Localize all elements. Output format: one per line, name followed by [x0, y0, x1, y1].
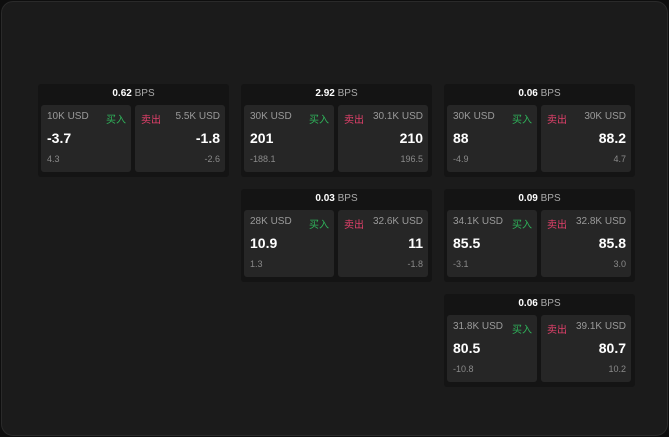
buy-label: 买入 [309, 115, 329, 126]
buy-size: 34.1K USD [453, 216, 504, 227]
spread-value: 0.06 [518, 88, 538, 99]
buy-change: -10.8 [453, 364, 474, 374]
buy-panel[interactable]: 30K USD 买入 201 -188.1 [244, 105, 334, 172]
buy-label: 买入 [512, 220, 532, 231]
quote-card: 0.09 BPS 34.1K USD 买入 85.5 -3.1 卖出 32.8K U… [444, 189, 635, 282]
buy-change: 1.3 [250, 259, 263, 269]
sell-size: 30.1K USD [372, 111, 423, 122]
buy-panel[interactable]: 10K USD 买入 -3.7 4.3 [41, 105, 131, 172]
sell-price: -1.8 [195, 130, 220, 146]
sell-size: 30K USD [584, 111, 626, 122]
sell-label: 卖出 [547, 115, 567, 126]
spread-value: 0.62 [112, 88, 132, 99]
sell-label: 卖出 [547, 325, 567, 336]
sell-change: -2.6 [204, 154, 220, 164]
quote-card: 0.06 BPS 30K USD 买入 88 -4.9 卖出 30K USD 88.… [444, 84, 635, 177]
sell-label: 卖出 [344, 220, 364, 231]
sell-price: 80.7 [598, 340, 626, 356]
spread-header: 0.09 BPS [444, 189, 635, 209]
spread-value: 2.92 [315, 88, 335, 99]
sell-price: 85.8 [598, 235, 626, 251]
sell-change: -1.8 [407, 259, 423, 269]
buy-panel[interactable]: 28K USD 买入 10.9 1.3 [244, 210, 334, 277]
buy-size: 31.8K USD [453, 321, 504, 332]
quote-card: 0.62 BPS 10K USD 买入 -3.7 4.3 卖出 5.5K USD -… [38, 84, 229, 177]
spread-unit: BPS [540, 298, 561, 309]
buy-price: 10.9 [250, 235, 278, 251]
buy-price: 88 [453, 130, 469, 146]
spread-header: 0.06 BPS [444, 84, 635, 104]
buy-change: -4.9 [453, 154, 469, 164]
spread-unit: BPS [540, 193, 561, 204]
quote-card: 0.03 BPS 28K USD 买入 10.9 1.3 卖出 32.6K USD … [241, 189, 432, 282]
buy-panel[interactable]: 30K USD 买入 88 -4.9 [447, 105, 537, 172]
sell-panel[interactable]: 卖出 5.5K USD -1.8 -2.6 [135, 105, 225, 172]
buy-price: -3.7 [47, 130, 72, 146]
sell-label: 卖出 [344, 115, 364, 126]
buy-change: -188.1 [250, 154, 276, 164]
buy-size: 10K USD [47, 111, 89, 122]
sell-size: 39.1K USD [575, 321, 626, 332]
buy-label: 买入 [512, 115, 532, 126]
buy-price: 80.5 [453, 340, 481, 356]
sell-change: 196.5 [400, 154, 423, 164]
buy-size: 28K USD [250, 216, 292, 227]
spread-value: 0.03 [315, 193, 335, 204]
buy-label: 买入 [106, 115, 126, 126]
spread-header: 2.92 BPS [241, 84, 432, 104]
sell-change: 4.7 [613, 154, 626, 164]
sell-size: 32.6K USD [372, 216, 423, 227]
spread-unit: BPS [337, 193, 358, 204]
buy-change: 4.3 [47, 154, 60, 164]
buy-change: -3.1 [453, 259, 469, 269]
buy-price: 201 [250, 130, 274, 146]
sell-panel[interactable]: 卖出 32.6K USD 11 -1.8 [338, 210, 428, 277]
sell-size: 32.8K USD [575, 216, 626, 227]
spread-unit: BPS [134, 88, 155, 99]
spread-header: 0.62 BPS [38, 84, 229, 104]
sell-size: 5.5K USD [175, 111, 220, 122]
spread-unit: BPS [540, 88, 561, 99]
buy-label: 买入 [512, 325, 532, 336]
sell-panel[interactable]: 卖出 30.1K USD 210 196.5 [338, 105, 428, 172]
sell-label: 卖出 [141, 115, 161, 126]
sell-panel[interactable]: 卖出 30K USD 88.2 4.7 [541, 105, 631, 172]
spread-value: 0.09 [518, 193, 538, 204]
buy-panel[interactable]: 34.1K USD 买入 85.5 -3.1 [447, 210, 537, 277]
buy-size: 30K USD [250, 111, 292, 122]
quote-card: 2.92 BPS 30K USD 买入 201 -188.1 卖出 30.1K US… [241, 84, 432, 177]
sell-panel[interactable]: 卖出 39.1K USD 80.7 10.2 [541, 315, 631, 382]
sell-change: 3.0 [613, 259, 626, 269]
buy-price: 85.5 [453, 235, 481, 251]
quote-card: 0.06 BPS 31.8K USD 买入 80.5 -10.8 卖出 39.1K … [444, 294, 635, 387]
buy-size: 30K USD [453, 111, 495, 122]
buy-panel[interactable]: 31.8K USD 买入 80.5 -10.8 [447, 315, 537, 382]
spread-unit: BPS [337, 88, 358, 99]
sell-price: 88.2 [598, 130, 626, 146]
spread-header: 0.06 BPS [444, 294, 635, 314]
sell-label: 卖出 [547, 220, 567, 231]
sell-price: 210 [399, 130, 423, 146]
spread-value: 0.06 [518, 298, 538, 309]
sell-change: 10.2 [608, 364, 626, 374]
buy-label: 买入 [309, 220, 329, 231]
spread-header: 0.03 BPS [241, 189, 432, 209]
sell-price: 11 [408, 235, 423, 251]
sell-panel[interactable]: 卖出 32.8K USD 85.8 3.0 [541, 210, 631, 277]
